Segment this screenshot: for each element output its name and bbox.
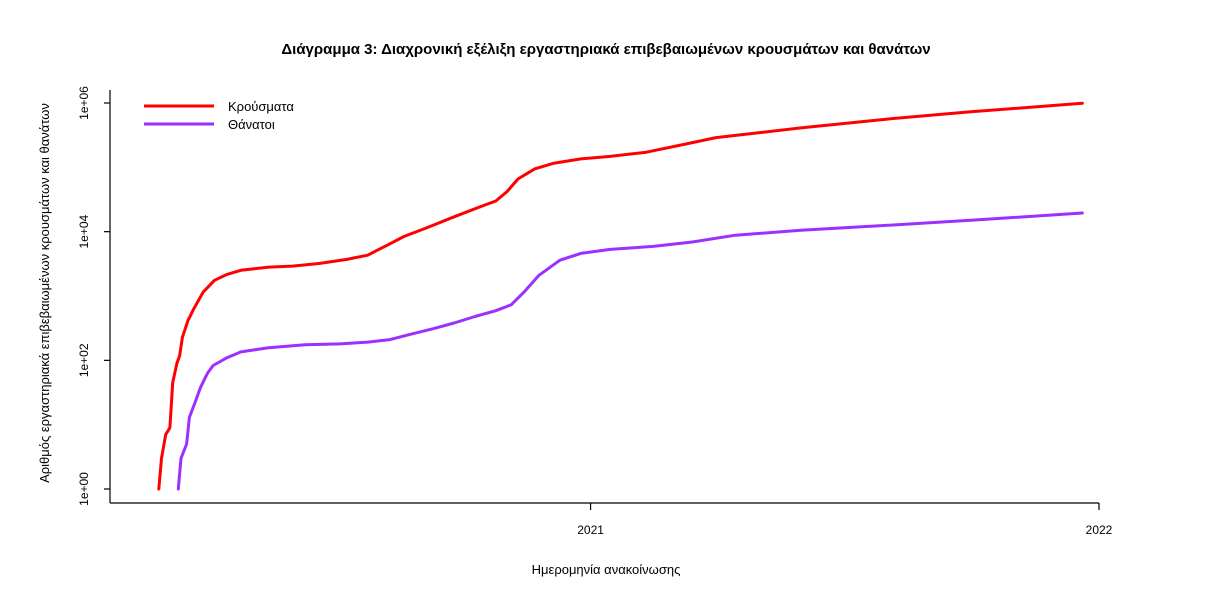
y-tick-label: 1e+06 — [77, 86, 91, 120]
series-group — [157, 101, 1084, 491]
legend: Κρούσματα Θάνατοι — [144, 99, 294, 132]
chart-title: Διάγραμμα 3: Διαχρονική εξέλιξη εργαστηρ… — [281, 41, 930, 58]
x-ticks: 2021 2022 — [577, 503, 1113, 537]
x-tick-label: 2022 — [1086, 523, 1113, 537]
y-tick-label: 1e+00 — [77, 472, 91, 506]
legend-label-deaths: Θάνατοι — [228, 117, 275, 132]
y-tick-label: 1e+02 — [77, 343, 91, 377]
series-line-deaths — [176, 211, 1084, 491]
y-tick-label: 1e+04 — [77, 214, 91, 248]
x-tick-label: 2021 — [577, 523, 604, 537]
y-axis-label: Αριθμός εργαστηριακά επιβεβαιωμένων κρου… — [37, 103, 52, 483]
x-axis-label: Ημερομηνία ανακοίνωσης — [532, 562, 681, 577]
y-ticks: 1e+00 1e+02 1e+04 1e+06 — [77, 86, 110, 506]
legend-label-cases: Κρούσματα — [228, 99, 294, 114]
series-line-cases — [157, 101, 1084, 491]
